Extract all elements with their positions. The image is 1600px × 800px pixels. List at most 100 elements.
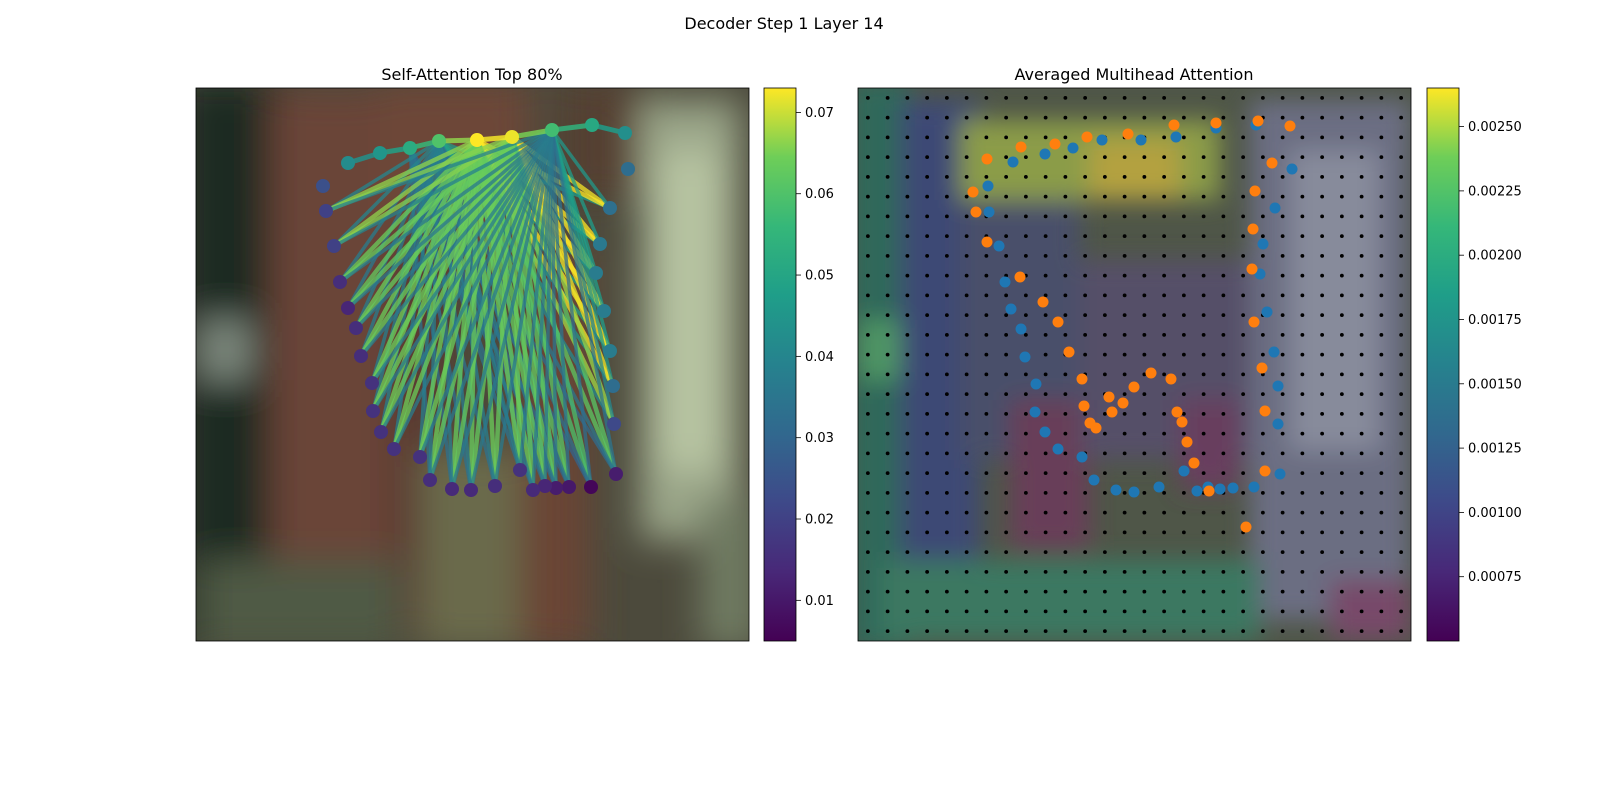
grid-dot [1379, 431, 1384, 436]
grid-dot [1241, 115, 1246, 120]
grid-dot [1162, 372, 1167, 377]
grid-dot [1300, 471, 1305, 476]
keypoint-marker [341, 156, 355, 170]
grid-dot [1142, 273, 1147, 278]
grid-dot [984, 372, 989, 377]
grid-dot [1043, 115, 1048, 120]
grid-dot [1201, 589, 1206, 594]
grid-dot [1339, 490, 1344, 495]
predicted-point [1052, 316, 1064, 328]
grid-dot [1339, 411, 1344, 416]
grid-dot [1023, 530, 1028, 535]
grid-dot [1063, 609, 1068, 614]
grid-dot [1043, 273, 1048, 278]
grid-dot [885, 451, 890, 456]
grid-dot [1221, 569, 1226, 574]
grid-dot [984, 451, 989, 456]
grid-dot [905, 253, 910, 258]
grid-dot [1142, 352, 1147, 357]
grid-dot [1320, 115, 1325, 120]
grid-dot [885, 174, 890, 179]
grid-dot [865, 629, 870, 634]
reference-point [1076, 451, 1088, 463]
grid-dot [925, 431, 930, 436]
predicted-point [1122, 128, 1134, 140]
grid-dot [1320, 392, 1325, 397]
grid-dot [1122, 332, 1127, 337]
grid-dot [1379, 194, 1384, 199]
keypoint-marker [365, 376, 379, 390]
predicted-point [1252, 115, 1264, 127]
grid-dot [885, 629, 890, 634]
grid-dot [1241, 392, 1246, 397]
grid-dot [1201, 372, 1206, 377]
grid-dot [964, 174, 969, 179]
grid-dot [1260, 95, 1265, 100]
grid-dot [1379, 293, 1384, 298]
grid-dot [905, 115, 910, 120]
grid-dot [885, 214, 890, 219]
grid-dot [1339, 451, 1344, 456]
grid-dot [1339, 550, 1344, 555]
grid-dot [1063, 95, 1068, 100]
grid-dot [1339, 313, 1344, 318]
grid-dot [1359, 253, 1364, 258]
grid-dot [1083, 352, 1088, 357]
colorbar-tick-label: 0.00175 [1468, 313, 1522, 328]
colorbar-tick-label: 0.01 [805, 594, 834, 609]
reference-point [1269, 202, 1281, 214]
grid-dot [1043, 253, 1048, 258]
grid-dot [1004, 451, 1009, 456]
predicted-point [967, 186, 979, 198]
grid-dot [1083, 155, 1088, 160]
grid-dot [885, 392, 890, 397]
grid-dot [1320, 293, 1325, 298]
grid-dot [885, 352, 890, 357]
grid-dot [944, 293, 949, 298]
grid-dot [1122, 273, 1127, 278]
grid-dot [1023, 609, 1028, 614]
grid-dot [1300, 194, 1305, 199]
grid-dot [944, 135, 949, 140]
grid-dot [1399, 372, 1404, 377]
grid-dot [1379, 589, 1384, 594]
grid-dot [944, 629, 949, 634]
grid-dot [1359, 392, 1364, 397]
grid-dot [1201, 352, 1206, 357]
grid-dot [1260, 589, 1265, 594]
reference-point [1088, 474, 1100, 486]
grid-dot [1162, 550, 1167, 555]
grid-dot [1004, 392, 1009, 397]
grid-dot [944, 490, 949, 495]
grid-dot [885, 530, 890, 535]
grid-dot [865, 214, 870, 219]
grid-dot [1102, 273, 1107, 278]
grid-dot [1320, 550, 1325, 555]
grid-dot [1300, 273, 1305, 278]
reference-point [993, 240, 1005, 252]
grid-dot [1280, 609, 1285, 614]
grid-dot [1221, 174, 1226, 179]
grid-dot [964, 490, 969, 495]
grid-dot [1063, 332, 1068, 337]
grid-dot [865, 352, 870, 357]
reference-point [999, 276, 1011, 288]
grid-dot [1221, 372, 1226, 377]
grid-dot [1102, 589, 1107, 594]
grid-dot [1399, 352, 1404, 357]
grid-dot [1201, 471, 1206, 476]
grid-dot [1122, 392, 1127, 397]
keypoint-marker [374, 425, 388, 439]
keypoint-marker [513, 463, 527, 477]
grid-dot [1162, 214, 1167, 219]
grid-dot [1102, 214, 1107, 219]
reference-point [982, 180, 994, 192]
grid-dot [1004, 471, 1009, 476]
grid-dot [865, 589, 870, 594]
grid-dot [1359, 155, 1364, 160]
grid-dot [1221, 471, 1226, 476]
grid-dot [1083, 234, 1088, 239]
attention-edge [449, 134, 515, 492]
grid-dot [984, 253, 989, 258]
grid-dot [964, 510, 969, 515]
